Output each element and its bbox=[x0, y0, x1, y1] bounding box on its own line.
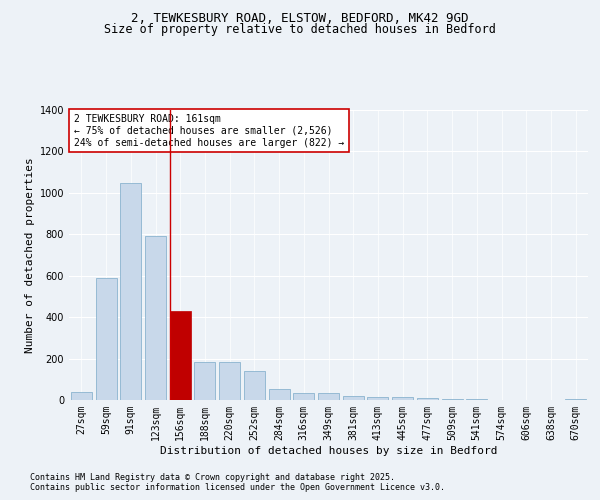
Bar bbox=[293, 393, 314, 400]
Bar bbox=[120, 182, 141, 400]
Text: 2 TEWKESBURY ROAD: 161sqm
← 75% of detached houses are smaller (2,526)
24% of se: 2 TEWKESBURY ROAD: 161sqm ← 75% of detac… bbox=[74, 114, 344, 148]
X-axis label: Distribution of detached houses by size in Bedford: Distribution of detached houses by size … bbox=[160, 446, 497, 456]
Bar bbox=[343, 396, 364, 400]
Bar bbox=[145, 236, 166, 400]
Bar bbox=[170, 311, 191, 400]
Bar bbox=[194, 362, 215, 400]
Bar bbox=[219, 362, 240, 400]
Text: Contains public sector information licensed under the Open Government Licence v3: Contains public sector information licen… bbox=[30, 482, 445, 492]
Text: 2, TEWKESBURY ROAD, ELSTOW, BEDFORD, MK42 9GD: 2, TEWKESBURY ROAD, ELSTOW, BEDFORD, MK4… bbox=[131, 12, 469, 26]
Bar bbox=[95, 278, 116, 400]
Bar bbox=[417, 398, 438, 400]
Bar bbox=[392, 397, 413, 400]
Bar bbox=[318, 393, 339, 400]
Bar bbox=[269, 388, 290, 400]
Bar bbox=[565, 399, 586, 400]
Text: Contains HM Land Registry data © Crown copyright and database right 2025.: Contains HM Land Registry data © Crown c… bbox=[30, 472, 395, 482]
Bar bbox=[71, 392, 92, 400]
Bar bbox=[367, 397, 388, 400]
Bar bbox=[442, 399, 463, 400]
Y-axis label: Number of detached properties: Number of detached properties bbox=[25, 157, 35, 353]
Bar bbox=[244, 371, 265, 400]
Text: Size of property relative to detached houses in Bedford: Size of property relative to detached ho… bbox=[104, 22, 496, 36]
